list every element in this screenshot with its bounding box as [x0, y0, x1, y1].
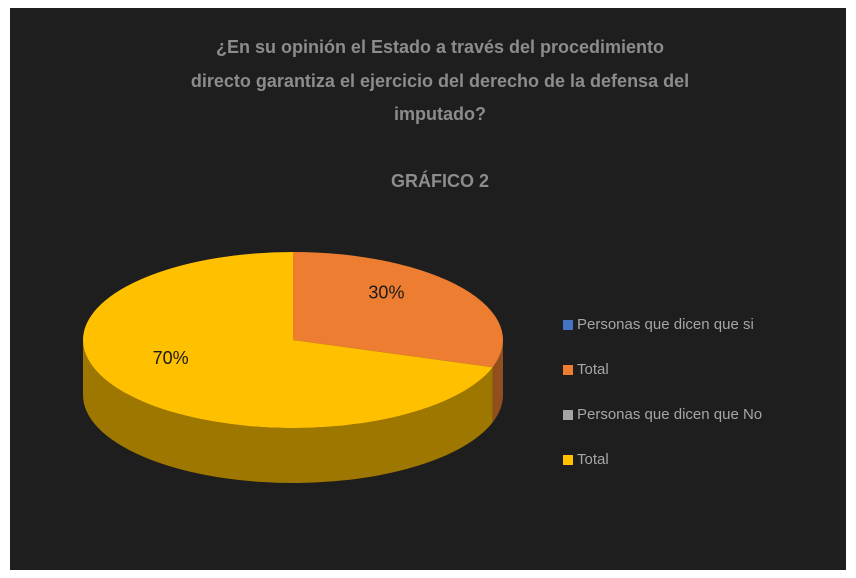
data-label: 70%: [153, 348, 189, 368]
pie-slice: [83, 252, 493, 428]
legend-swatch: [563, 365, 573, 375]
legend-label: Personas que dicen que si: [577, 316, 754, 333]
legend-swatch: [563, 455, 573, 465]
legend-swatch: [563, 320, 573, 330]
chart-subtitle: GRÁFICO 2: [391, 170, 489, 191]
pie-slice: [293, 252, 503, 368]
chart-title: ¿En su opinión el Estado a través del pr…: [216, 37, 664, 57]
data-label: 30%: [368, 282, 404, 302]
legend-label: Total: [577, 361, 609, 378]
chart-title: imputado?: [394, 104, 486, 124]
legend-label: Total: [577, 451, 609, 468]
chart-title: directo garantiza el ejercicio del derec…: [191, 71, 689, 91]
legend-swatch: [563, 410, 573, 420]
pie-side: [83, 340, 493, 483]
pie-side: [492, 340, 503, 423]
legend-label: Personas que dicen que No: [577, 406, 762, 423]
